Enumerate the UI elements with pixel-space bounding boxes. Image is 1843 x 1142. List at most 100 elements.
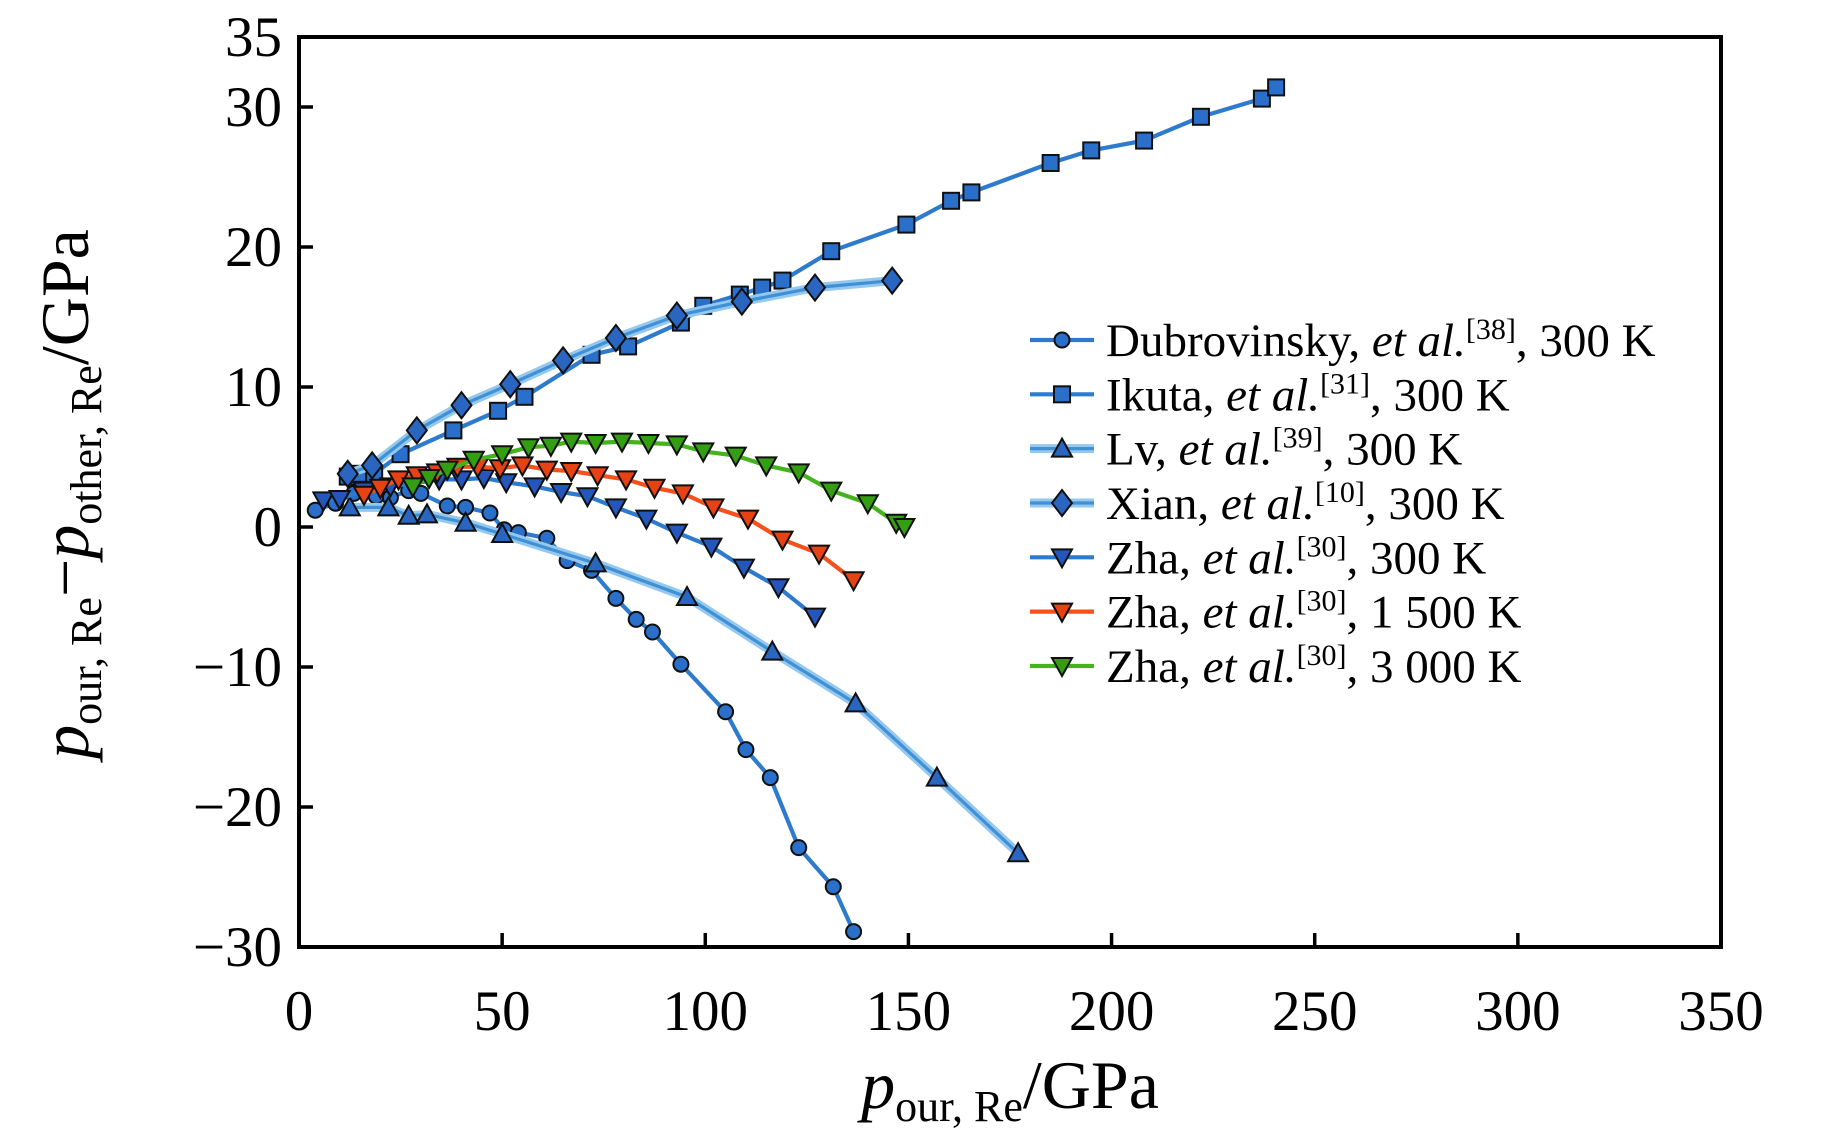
data-point-marker <box>754 456 778 478</box>
legend-label: Dubrovinsky, et al.[38], 300 K <box>1106 313 1656 367</box>
data-point-marker <box>627 610 645 628</box>
data-point-marker <box>583 551 608 573</box>
data-point-marker <box>610 432 634 454</box>
series-zha-300k <box>311 469 827 629</box>
data-point-marker <box>535 460 559 482</box>
data-point-marker <box>417 469 441 491</box>
y-tick-label: 35 <box>225 6 282 69</box>
data-point-marker <box>462 450 486 472</box>
data-point-marker <box>327 490 352 512</box>
data-point-marker <box>352 485 376 507</box>
legend-label: Lv, et al.[39], 300 K <box>1106 422 1462 476</box>
y-tick-label: 10 <box>225 356 282 419</box>
data-point-marker <box>643 623 661 641</box>
data-point-marker <box>539 436 563 458</box>
data-point-marker <box>760 639 785 661</box>
y-tick-label: 0 <box>254 496 283 559</box>
legend-item-lv-300k: Lv, et al.[39], 300 K <box>1030 422 1462 476</box>
data-point-marker <box>338 495 362 517</box>
data-point-marker <box>672 655 690 673</box>
data-point-marker <box>1082 141 1101 160</box>
data-point-marker <box>522 477 547 499</box>
data-point-marker <box>675 584 699 606</box>
x-tick-label: 150 <box>866 980 952 1043</box>
data-point-marker <box>942 191 961 210</box>
data-point-marker <box>1053 331 1071 349</box>
data-point-marker <box>665 523 689 545</box>
series-dubrovinsky-300k <box>306 482 863 941</box>
x-tick-label: 0 <box>285 980 314 1043</box>
series-xian-300k <box>336 265 904 489</box>
data-point-marker <box>311 491 336 513</box>
data-point-marker <box>730 286 754 317</box>
data-point-marker <box>736 509 760 531</box>
data-point-marker <box>803 272 827 303</box>
data-point-marker <box>773 271 792 290</box>
data-point-marker <box>787 463 811 485</box>
data-point-marker <box>665 300 689 331</box>
legend-item-dubrovinsky-300k: Dubrovinsky, et al.[38], 300 K <box>1030 313 1656 367</box>
data-point-marker <box>843 691 868 713</box>
data-point-marker <box>691 442 715 464</box>
data-point-marker <box>699 537 724 559</box>
data-point-marker <box>892 518 917 540</box>
x-tick-label: 300 <box>1475 980 1561 1043</box>
data-point-marker <box>438 497 456 515</box>
series-lv-300k <box>338 495 1030 863</box>
x-tick-label: 250 <box>1272 980 1358 1043</box>
data-point-marker <box>549 483 573 505</box>
series-line <box>349 505 1020 855</box>
data-point-marker <box>845 923 863 941</box>
x-tick-label: 100 <box>663 980 749 1043</box>
data-point-marker <box>737 741 755 759</box>
data-point-marker <box>510 456 535 478</box>
data-point-marker <box>604 498 628 520</box>
data-point-marker <box>585 466 610 488</box>
y-tick-label: −30 <box>193 916 282 979</box>
data-point-marker <box>717 703 735 721</box>
data-point-marker <box>636 434 661 456</box>
data-point-marker <box>1050 548 1074 570</box>
data-point-marker <box>897 215 916 234</box>
data-point-marker <box>724 446 748 468</box>
data-point-marker <box>665 435 689 457</box>
x-tick-label: 50 <box>474 980 531 1043</box>
data-point-marker <box>368 478 392 500</box>
data-point-marker <box>819 481 843 503</box>
data-point-marker <box>453 510 478 532</box>
data-point-marker <box>360 450 384 481</box>
data-point-marker <box>551 345 575 376</box>
data-point-marker <box>435 460 459 482</box>
data-point-marker <box>1041 154 1060 172</box>
data-point-marker <box>856 494 880 516</box>
data-point-marker <box>1252 89 1271 108</box>
data-point-marker <box>1050 602 1074 624</box>
data-point-marker <box>1267 78 1286 97</box>
data-point-marker <box>642 478 667 500</box>
legend-label: Zha, et al.[30], 1 500 K <box>1106 585 1522 639</box>
data-point-marker <box>803 607 827 629</box>
data-point-marker <box>559 462 583 484</box>
legend-label: Ikuta, et al.[31], 300 K <box>1106 367 1510 421</box>
data-point-marker <box>450 390 473 420</box>
x-tick-label: 200 <box>1069 980 1155 1043</box>
x-axis-title: pour, Re/GPa <box>857 1047 1159 1131</box>
data-point-marker <box>1053 385 1071 404</box>
y-tick-label: 20 <box>225 216 282 279</box>
data-point-marker <box>607 589 625 607</box>
y-tick-label: −10 <box>193 636 282 699</box>
data-point-marker <box>824 878 842 896</box>
data-point-marker <box>490 445 514 467</box>
data-point-marker <box>1050 488 1074 518</box>
y-axis: −30 −20 −10 0 10 20 30 35 <box>193 6 313 979</box>
data-point-marker <box>405 415 429 446</box>
data-point-marker <box>962 183 981 202</box>
y-tick-label: −20 <box>193 776 282 839</box>
data-point-marker <box>634 509 659 531</box>
data-point-marker <box>925 765 949 787</box>
data-point-marker <box>604 323 628 353</box>
data-point-marker <box>671 484 695 506</box>
data-point-marker <box>614 470 638 492</box>
data-point-marker <box>494 473 518 495</box>
